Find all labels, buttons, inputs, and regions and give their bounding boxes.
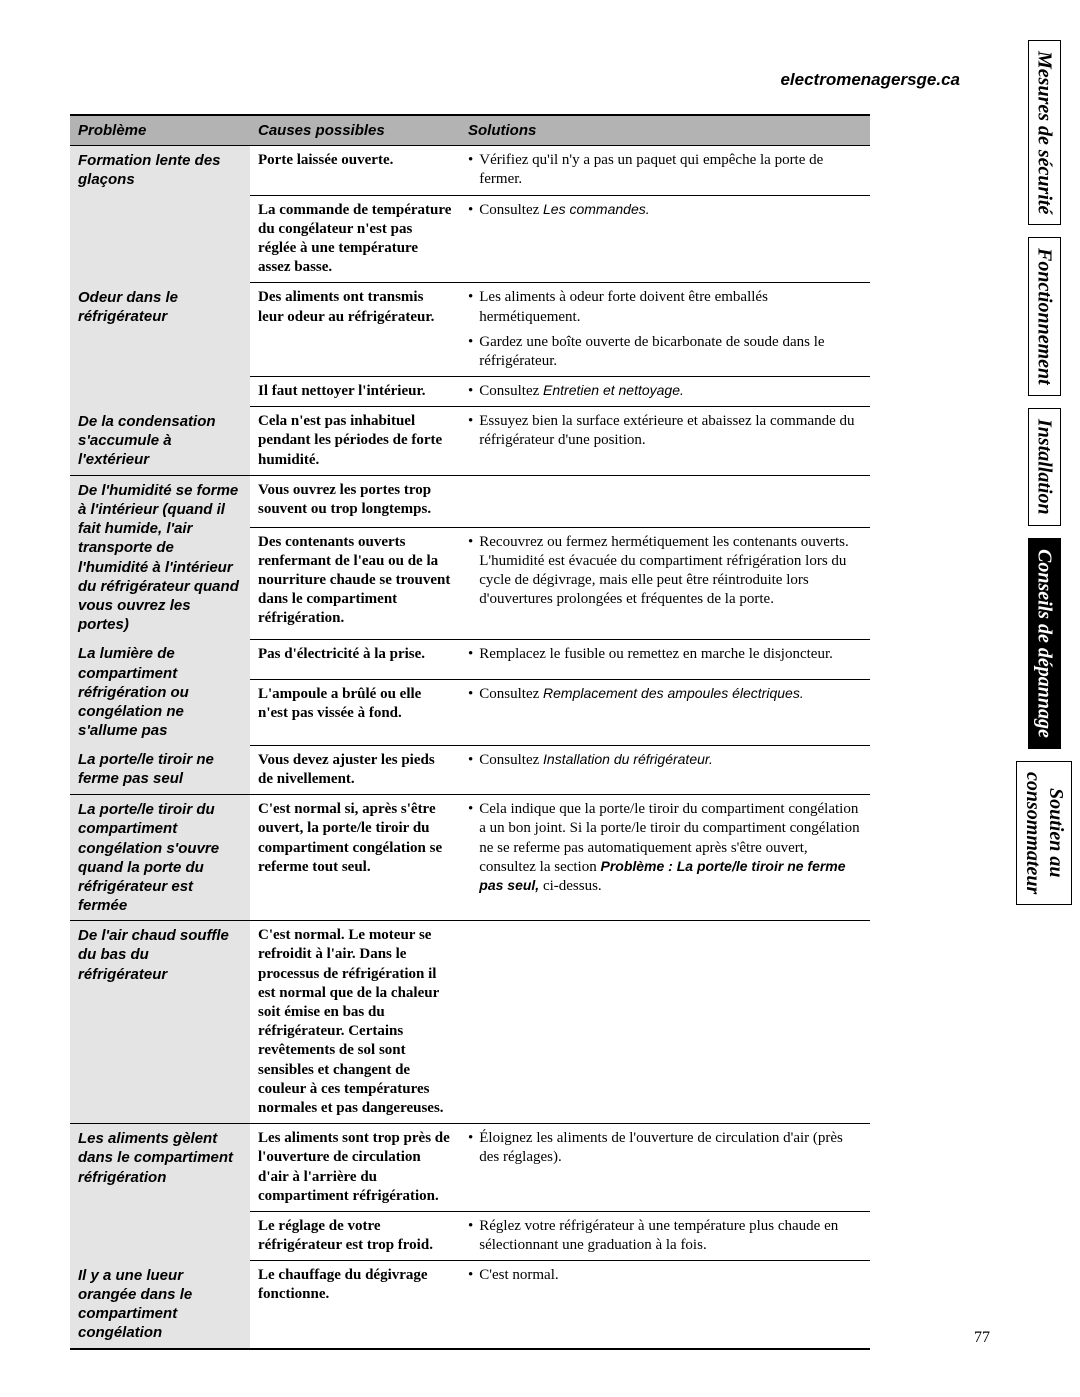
cause-cell: Vous ouvrez les portes trop souvent ou t… (250, 475, 460, 527)
cause-cell: C'est normal si, après s'être ouvert, la… (250, 795, 460, 921)
problem-cell: Les aliments gèlent dans le compartiment… (70, 1124, 250, 1261)
problem-cell: Il y a une lueur orangée dans le compart… (70, 1261, 250, 1349)
solution-cell: •Consultez Installation du réfrigérateur… (460, 745, 870, 794)
solution-cell: •C'est normal. (460, 1261, 870, 1349)
page-number: 77 (974, 1329, 990, 1347)
solution-cell: •Consultez Remplacement des ampoules éle… (460, 680, 870, 746)
cause-cell: Le réglage de votre réfrigérateur est tr… (250, 1211, 460, 1260)
solution-cell (460, 921, 870, 1124)
solution-cell: •Consultez Les commandes. (460, 195, 870, 283)
solution-cell: •Remplacez le fusible ou remettez en mar… (460, 639, 870, 679)
col-header-cause: Causes possibles (250, 115, 460, 146)
problem-cell: De l'air chaud souffle du bas du réfrigé… (70, 921, 250, 1124)
solution-cell: •Consultez Entretien et nettoyage. (460, 377, 870, 407)
cause-cell: L'ampoule a brûlé ou elle n'est pas viss… (250, 680, 460, 746)
problem-cell: La porte/le tiroir ne ferme pas seul (70, 745, 250, 794)
solution-cell: •Les aliments à odeur forte doivent être… (460, 283, 870, 377)
solution-cell: •Recouvrez ou fermez hermétiquement les … (460, 527, 870, 639)
problem-cell: La porte/le tiroir du compartiment congé… (70, 795, 250, 921)
problem-cell: De la condensation s'accumule à l'extéri… (70, 407, 250, 476)
tab-depannage[interactable]: Conseils de dépannage (1028, 538, 1061, 749)
solution-cell: •Cela indique que la porte/le tiroir du … (460, 795, 870, 921)
tab-securite[interactable]: Mesures de sécurité (1028, 40, 1061, 225)
table-header-row: Problème Causes possibles Solutions (70, 115, 870, 146)
tab-fonctionnement[interactable]: Fonctionnement (1028, 237, 1061, 396)
cause-cell: Il faut nettoyer l'intérieur. (250, 377, 460, 407)
cause-cell: Porte laissée ouverte. (250, 146, 460, 195)
cause-cell: Les aliments sont trop près de l'ouvertu… (250, 1124, 460, 1212)
cause-cell: Cela n'est pas inhabituel pendant les pé… (250, 407, 460, 476)
solution-cell (460, 475, 870, 527)
website-url: electromenagersge.ca (70, 70, 960, 90)
troubleshooting-table: Problème Causes possibles Solutions Form… (70, 114, 870, 1350)
col-header-problem: Problème (70, 115, 250, 146)
page-container: electromenagersge.ca Problème Causes pos… (0, 0, 1080, 1397)
problem-cell: La lumière de compartiment réfrigération… (70, 639, 250, 745)
solution-cell: •Essuyez bien la surface extérieure et a… (460, 407, 870, 476)
cause-cell: Des contenants ouverts renfermant de l'e… (250, 527, 460, 639)
cause-cell: Des aliments ont transmis leur odeur au … (250, 283, 460, 377)
solution-cell: •Réglez votre réfrigérateur à une tempér… (460, 1211, 870, 1260)
cause-cell: Vous devez ajuster les pieds de nivellem… (250, 745, 460, 794)
cause-cell: C'est normal. Le moteur se refroidit à l… (250, 921, 460, 1124)
cause-cell: Pas d'électricité à la prise. (250, 639, 460, 679)
cause-cell: Le chauffage du dégivrage fonctionne. (250, 1261, 460, 1349)
solution-cell: •Éloignez les aliments de l'ouverture de… (460, 1124, 870, 1212)
cause-cell: La commande de température du congélateu… (250, 195, 460, 283)
tab-soutien[interactable]: Soutien auconsommateur (1016, 761, 1072, 905)
col-header-solution: Solutions (460, 115, 870, 146)
tab-installation[interactable]: Installation (1028, 408, 1061, 526)
problem-cell: Formation lente des glaçons (70, 146, 250, 283)
side-tabs: Mesures de sécurité Fonctionnement Insta… (1016, 40, 1072, 905)
problem-cell: Odeur dans le réfrigérateur (70, 283, 250, 407)
problem-cell: De l'humidité se forme à l'intérieur (qu… (70, 475, 250, 639)
solution-cell: •Vérifiez qu'il n'y a pas un paquet qui … (460, 146, 870, 195)
